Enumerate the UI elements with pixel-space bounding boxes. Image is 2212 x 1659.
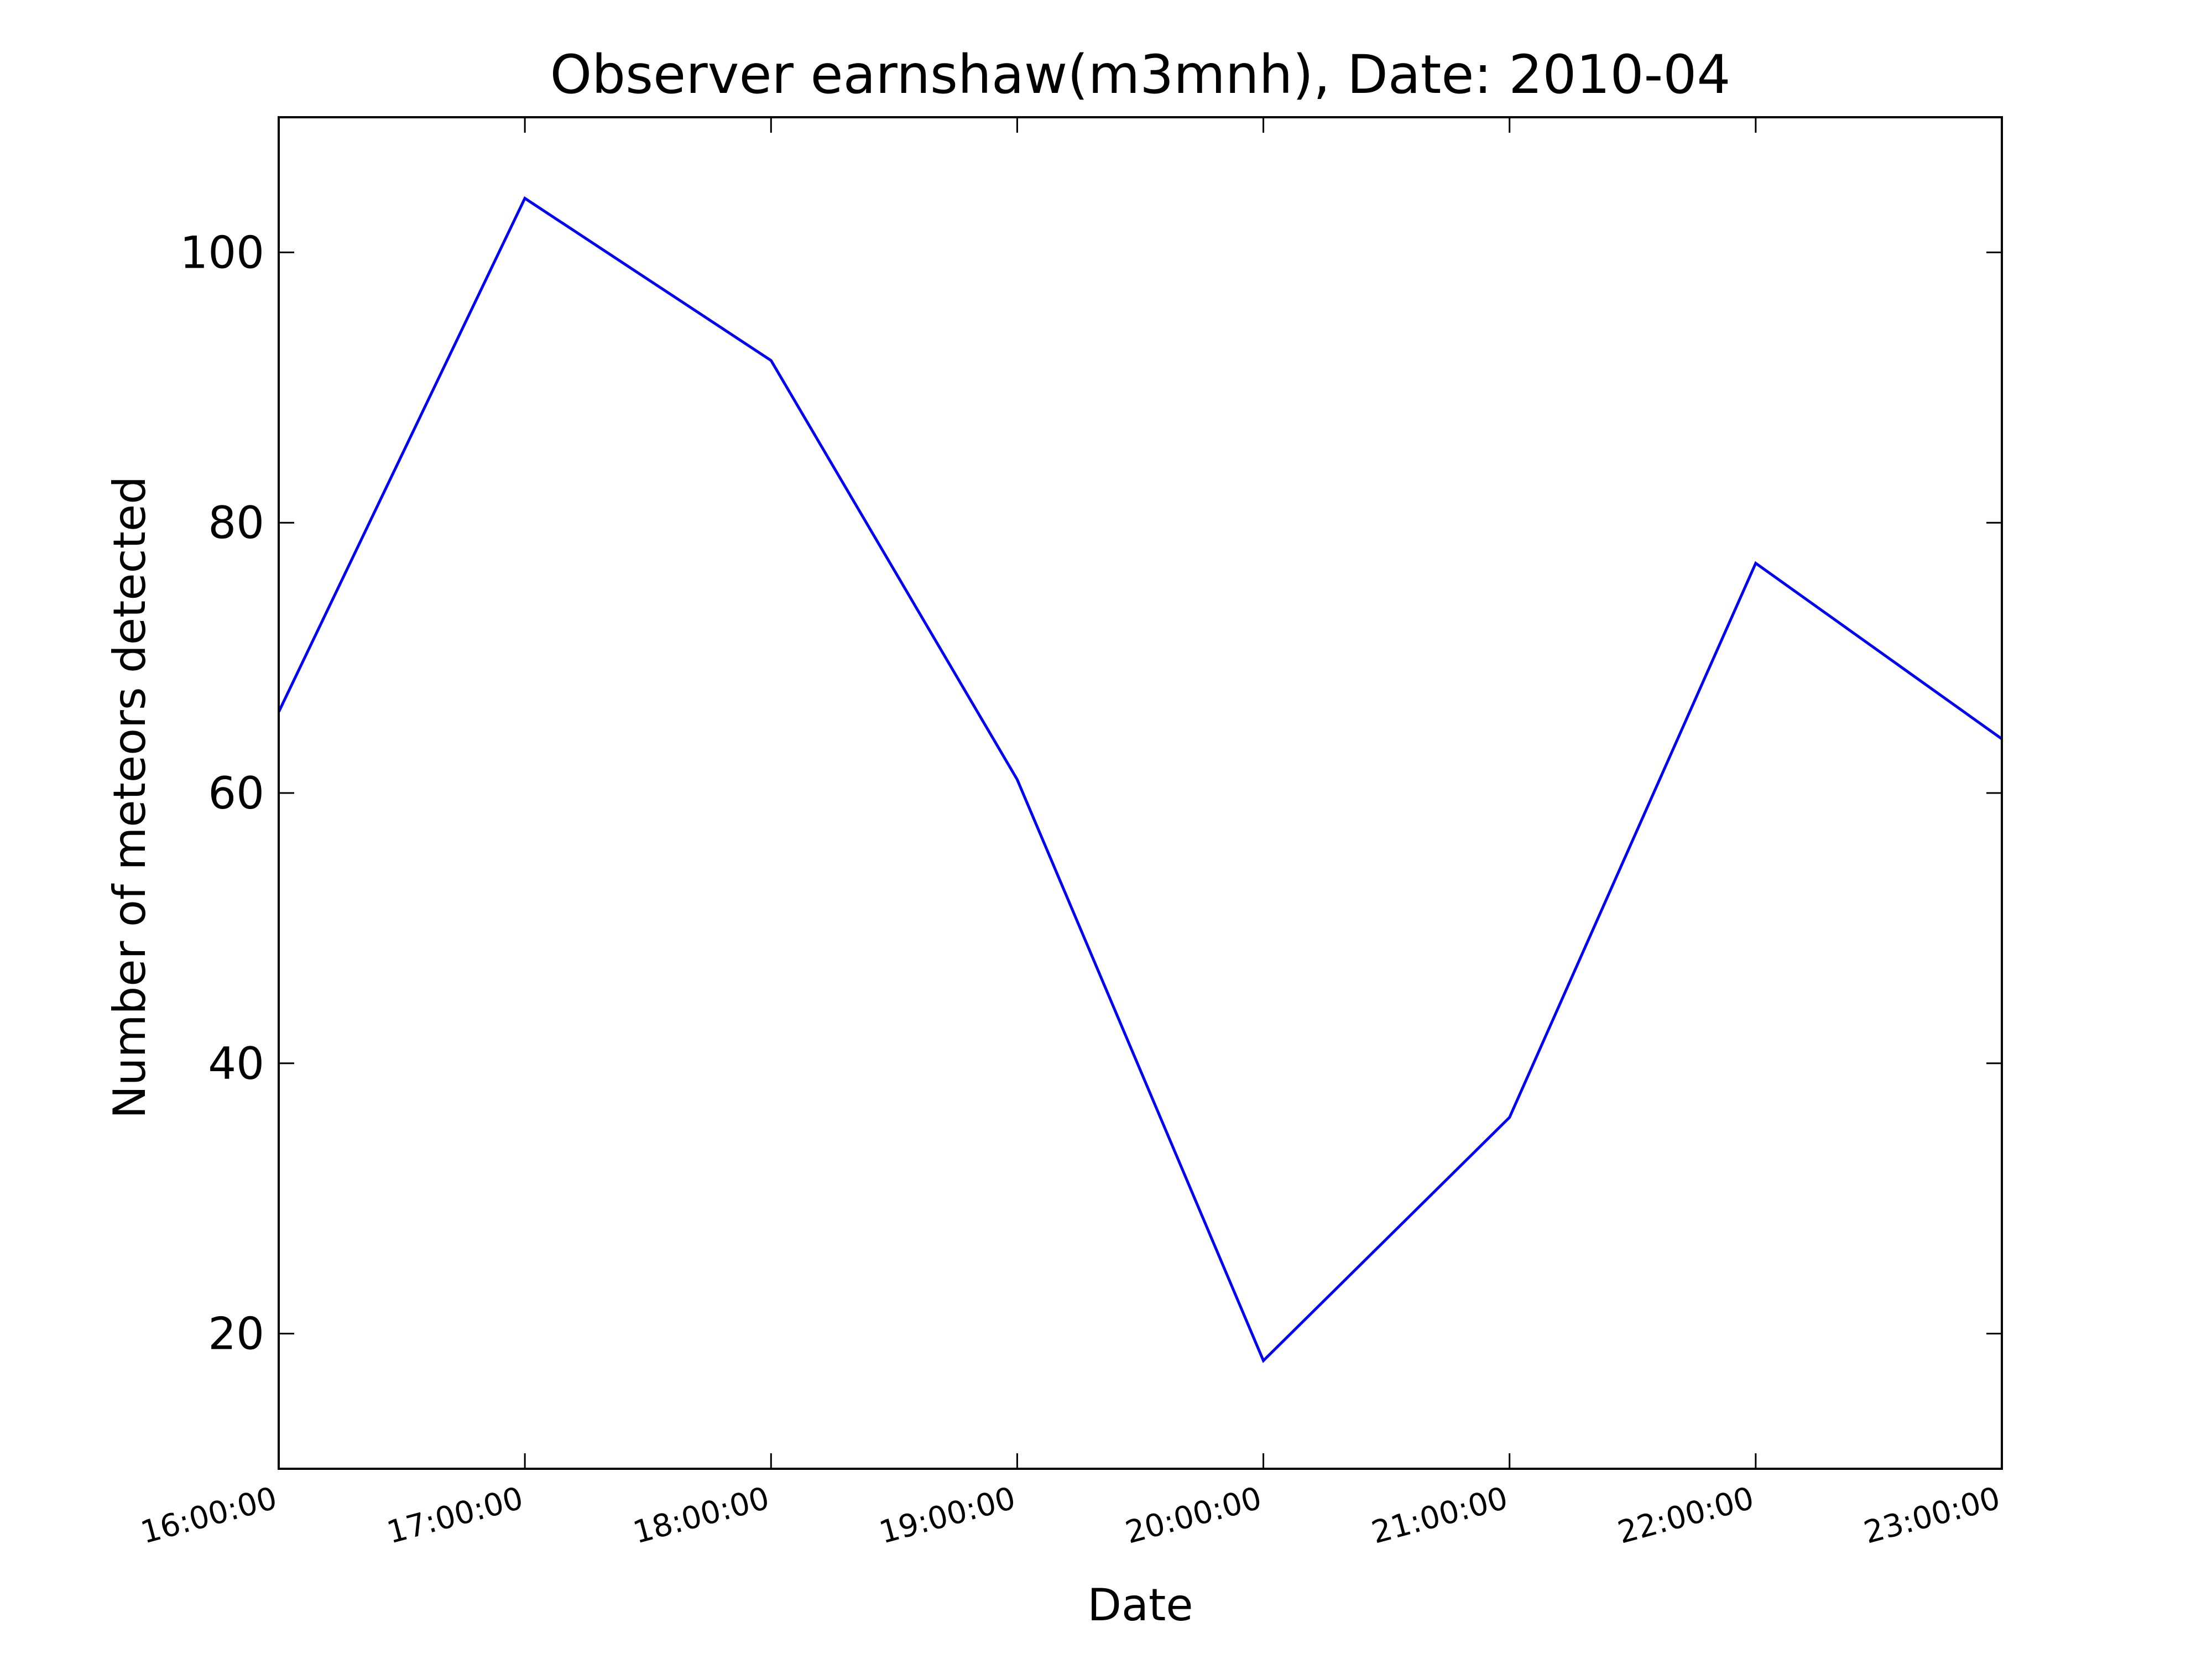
y-tick-label: 100 [180, 227, 264, 278]
plot-frame [278, 116, 2003, 1470]
series-layer [277, 196, 2003, 1363]
series-line [277, 196, 2003, 1363]
y-tick-label: 60 [208, 768, 264, 819]
chart-title: Observer earnshaw(m3mnh), Date: 2010-04 [550, 44, 1731, 106]
y-tick-label: 20 [208, 1308, 264, 1360]
y-tick-label: 40 [208, 1038, 264, 1089]
y-axis-label: Number of meteors detected [104, 476, 155, 1119]
y-tick-label: 80 [208, 497, 264, 549]
x-axis-label: Date [1087, 1579, 1193, 1631]
